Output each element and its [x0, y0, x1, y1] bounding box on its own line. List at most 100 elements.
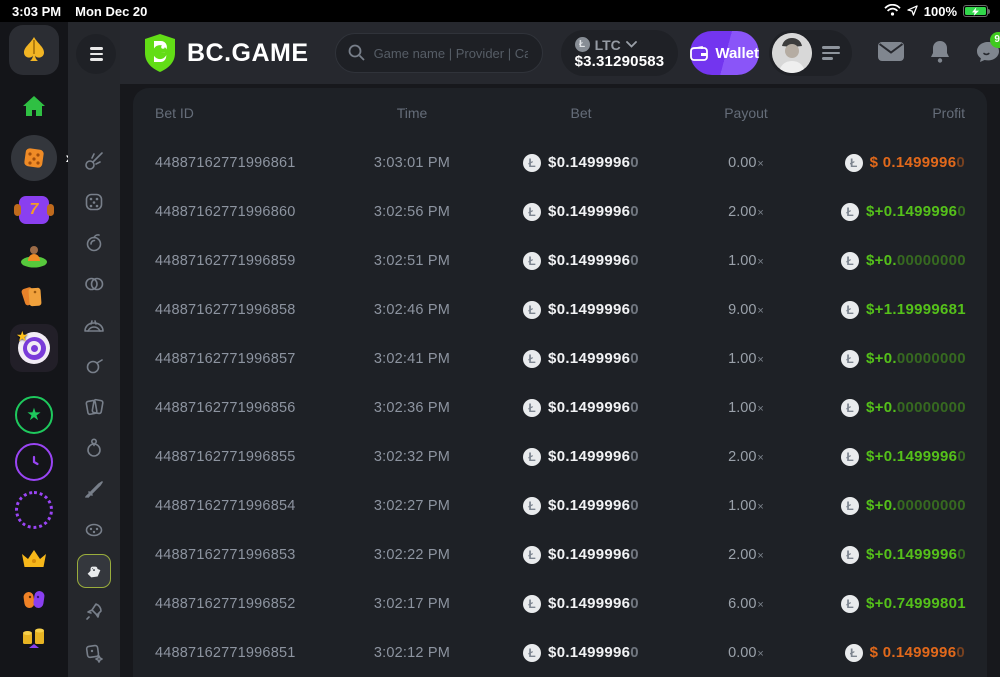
bc-game-logo[interactable]: BC.GAME — [142, 33, 309, 73]
friends-icon — [23, 591, 45, 608]
bet-amount: Ł $0.14999960 — [511, 349, 651, 368]
col-header-payout: Payout — [724, 105, 768, 121]
top-header: BC.GAME Ł LTC $3.31290583 Wallet — [120, 22, 1000, 84]
profit-amount: Ł $+0.74999801 — [841, 594, 968, 613]
bomb-game-icon[interactable] — [68, 427, 120, 468]
sidebar-toggle-button[interactable] — [76, 34, 116, 74]
table-row[interactable]: 44887162771996853 3:02:22 PM Ł $0.149999… — [153, 530, 967, 579]
ltc-coin-icon: Ł — [523, 349, 542, 368]
ltc-coin-icon: Ł — [844, 153, 863, 172]
profit-amount: Ł $+0.14999960 — [841, 545, 968, 564]
table-row[interactable]: 44887162771996858 3:02:46 PM Ł $0.149999… — [153, 285, 967, 334]
sword-game-icon[interactable] — [68, 468, 120, 509]
sidebar-item-home[interactable] — [22, 95, 46, 117]
ltc-coin-icon: Ł — [841, 202, 859, 221]
bet-amount: Ł $0.14999960 — [511, 594, 651, 613]
payout-multiplier: 2.00× — [728, 546, 764, 563]
chip-game-icon[interactable] — [68, 509, 120, 550]
live-dealer-icon — [21, 246, 47, 268]
search-input[interactable] — [334, 33, 543, 73]
bc-spade-logo-tile[interactable] — [9, 25, 59, 75]
profit-amount: Ł $+0.14999960 — [841, 202, 968, 221]
mound-game-icon[interactable] — [68, 304, 120, 345]
chat-button[interactable]: 99 — [976, 31, 1000, 66]
bet-time: 3:02:12 PM — [373, 644, 451, 661]
wallet-button[interactable]: Wallet — [690, 31, 759, 75]
ltc-coin-icon: Ł — [841, 349, 859, 368]
sidebar-item-favorites[interactable]: ★ — [15, 396, 53, 434]
bet-id: 44887162771996851 — [155, 644, 296, 661]
coinflip-game-icon[interactable] — [68, 263, 120, 304]
bet-amount: Ł $0.14999960 — [511, 251, 651, 270]
table-row[interactable]: 44887162771996855 3:02:32 PM Ł $0.149999… — [153, 432, 967, 481]
app-shell: › 7 ★ ★ — [0, 22, 1000, 677]
sidebar-item-live-casino[interactable] — [19, 242, 49, 268]
flame-game-icon[interactable] — [68, 222, 120, 263]
col-header-time: Time — [396, 105, 428, 121]
slot-seven-icon: 7 — [29, 201, 39, 218]
dartboard-icon — [18, 332, 50, 364]
bet-time: 3:02:27 PM — [373, 497, 451, 514]
comet-game-icon[interactable] — [68, 140, 120, 181]
ltc-coin-icon: Ł — [523, 251, 542, 270]
ltc-coin-icon: Ł — [841, 545, 859, 564]
dice-ball-game-icon[interactable] — [68, 181, 120, 222]
bet-menu-icon[interactable] — [821, 46, 840, 60]
col-header-profit: Profit — [932, 105, 965, 121]
sidebar-game-tile-target[interactable]: ★ — [10, 324, 58, 372]
ltc-coin-icon: Ł — [574, 37, 590, 52]
wallet-label: Wallet — [715, 44, 759, 62]
sidebar-item-promotions[interactable] — [20, 284, 48, 310]
sidebar-item-referral[interactable] — [21, 587, 47, 611]
table-row[interactable]: 44887162771996856 3:02:36 PM Ł $0.149999… — [153, 383, 967, 432]
hand-dice-game-icon-selected[interactable] — [68, 550, 120, 591]
chevron-down-icon — [625, 41, 637, 48]
primary-sidebar: › 7 ★ ★ — [0, 22, 71, 677]
sidebar-item-slots[interactable]: 7 — [14, 196, 54, 224]
payout-multiplier: 0.00× — [728, 644, 764, 661]
cards-game-icon[interactable] — [68, 386, 120, 427]
dice-star-game-icon[interactable] — [68, 632, 120, 673]
wallet-balance: $3.31290583 — [574, 52, 665, 70]
bet-time: 3:02:36 PM — [373, 399, 451, 416]
ltc-coin-icon: Ł — [841, 594, 859, 613]
table-header-row: Bet ID Time Bet Payout Profit — [153, 88, 967, 138]
table-row[interactable]: 44887162771996851 3:02:12 PM Ł $0.149999… — [153, 628, 967, 677]
ltc-coin-icon: Ł — [841, 300, 859, 319]
mail-button[interactable] — [877, 42, 904, 64]
rocket-game-icon[interactable] — [68, 591, 120, 632]
payout-multiplier: 2.00× — [728, 448, 764, 465]
ltc-coin-icon: Ł — [523, 545, 542, 564]
ltc-coin-icon: Ł — [523, 447, 542, 466]
currency-selector[interactable]: Ł LTC $3.31290583 — [560, 30, 679, 76]
notifications-button[interactable] — [930, 40, 950, 66]
status-date: Mon Dec 20 — [75, 3, 148, 19]
ltc-coin-icon: Ł — [523, 594, 542, 613]
home-icon — [23, 96, 45, 116]
sidebar-item-recent[interactable] — [15, 443, 53, 481]
avatar[interactable] — [771, 33, 812, 73]
bet-id: 44887162771996861 — [155, 154, 296, 171]
clock-icon — [32, 455, 39, 466]
sidebar-item-casino[interactable]: › — [11, 135, 71, 181]
sidebar-item-leaderboard[interactable] — [19, 627, 49, 649]
bet-time: 3:02:17 PM — [373, 595, 451, 612]
table-row[interactable]: 44887162771996852 3:02:17 PM Ł $0.149999… — [153, 579, 967, 628]
sidebar-item-vip[interactable] — [19, 547, 49, 571]
bet-amount: Ł $0.14999960 — [511, 202, 651, 221]
sidebar-item-challenges[interactable] — [15, 491, 53, 529]
payout-multiplier: 0.00× — [728, 154, 764, 171]
payout-multiplier: 1.00× — [728, 497, 764, 514]
ball-game-icon[interactable] — [68, 345, 120, 386]
bet-time: 3:02:22 PM — [373, 546, 451, 563]
dice-icon — [24, 148, 44, 168]
table-row[interactable]: 44887162771996861 3:03:01 PM Ł $0.149999… — [153, 138, 967, 187]
table-row[interactable]: 44887162771996859 3:02:51 PM Ł $0.149999… — [153, 236, 967, 285]
chat-unread-badge: 99 — [989, 31, 1000, 48]
location-icon — [907, 4, 918, 19]
table-row[interactable]: 44887162771996857 3:02:41 PM Ł $0.149999… — [153, 334, 967, 383]
table-row[interactable]: 44887162771996860 3:02:56 PM Ł $0.149999… — [153, 187, 967, 236]
search-icon — [348, 44, 365, 66]
game-search — [334, 33, 543, 73]
table-row[interactable]: 44887162771996854 3:02:27 PM Ł $0.149999… — [153, 481, 967, 530]
